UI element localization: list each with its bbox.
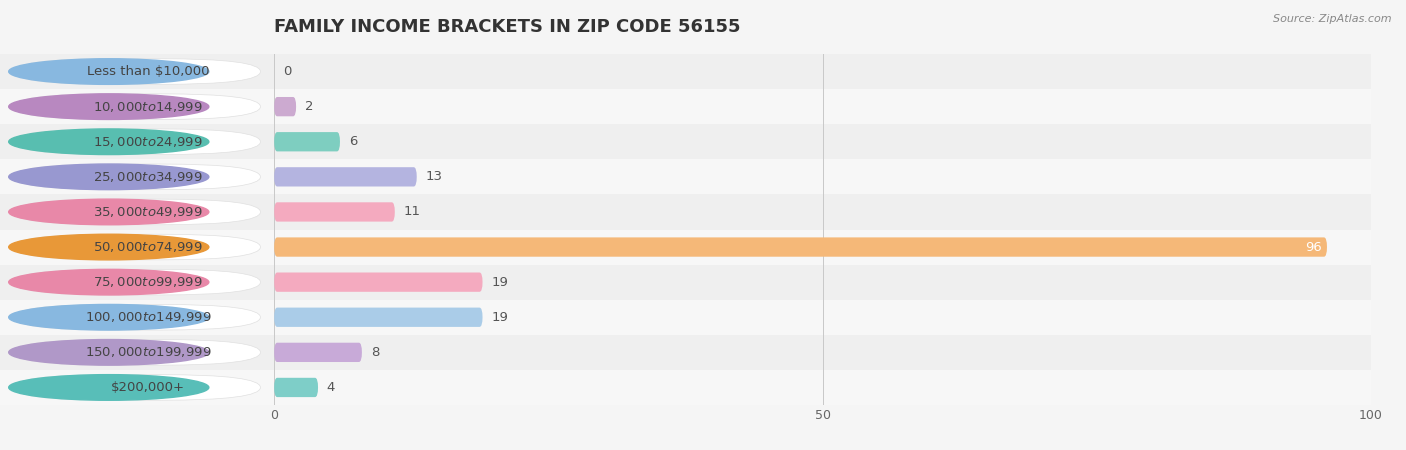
Bar	[274, 335, 1371, 370]
Bar	[0, 54, 274, 89]
Bar	[274, 370, 1371, 405]
FancyBboxPatch shape	[274, 132, 340, 151]
Bar	[274, 265, 1371, 300]
Circle shape	[8, 305, 209, 330]
Circle shape	[8, 129, 209, 154]
FancyBboxPatch shape	[274, 273, 482, 292]
Text: 13: 13	[426, 171, 443, 183]
FancyBboxPatch shape	[274, 202, 395, 221]
Circle shape	[8, 164, 209, 189]
Text: 6: 6	[349, 135, 357, 148]
Bar	[0, 124, 274, 159]
Bar	[274, 194, 1371, 230]
Circle shape	[8, 234, 209, 260]
Bar	[274, 124, 1371, 159]
Text: 19: 19	[491, 311, 508, 324]
FancyBboxPatch shape	[14, 59, 260, 84]
Text: $25,000 to $34,999: $25,000 to $34,999	[93, 170, 202, 184]
FancyBboxPatch shape	[274, 378, 318, 397]
Text: 96: 96	[1305, 241, 1322, 253]
Bar	[0, 89, 274, 124]
Bar	[0, 370, 274, 405]
Text: Source: ZipAtlas.com: Source: ZipAtlas.com	[1274, 14, 1392, 23]
Bar	[274, 230, 1371, 265]
Text: 4: 4	[326, 381, 335, 394]
Bar	[0, 230, 274, 265]
Text: $15,000 to $24,999: $15,000 to $24,999	[93, 135, 202, 149]
FancyBboxPatch shape	[274, 238, 1327, 256]
FancyBboxPatch shape	[274, 343, 361, 362]
Text: 8: 8	[371, 346, 380, 359]
FancyBboxPatch shape	[14, 375, 260, 400]
Text: $50,000 to $74,999: $50,000 to $74,999	[93, 240, 202, 254]
Text: $35,000 to $49,999: $35,000 to $49,999	[93, 205, 202, 219]
FancyBboxPatch shape	[274, 308, 482, 327]
Text: Less than $10,000: Less than $10,000	[87, 65, 209, 78]
Text: FAMILY INCOME BRACKETS IN ZIP CODE 56155: FAMILY INCOME BRACKETS IN ZIP CODE 56155	[274, 18, 741, 36]
Bar	[274, 89, 1371, 124]
Text: $200,000+: $200,000+	[111, 381, 186, 394]
Bar	[0, 265, 274, 300]
FancyBboxPatch shape	[14, 340, 260, 365]
Bar	[0, 300, 274, 335]
FancyBboxPatch shape	[14, 234, 260, 260]
Bar	[0, 194, 274, 230]
Circle shape	[8, 59, 209, 84]
Bar	[0, 159, 274, 194]
Text: $100,000 to $149,999: $100,000 to $149,999	[84, 310, 211, 324]
Text: $10,000 to $14,999: $10,000 to $14,999	[93, 99, 202, 114]
FancyBboxPatch shape	[14, 305, 260, 330]
Text: 2: 2	[305, 100, 314, 113]
FancyBboxPatch shape	[274, 97, 297, 116]
Text: 11: 11	[404, 206, 420, 218]
Circle shape	[8, 375, 209, 400]
Bar	[0, 335, 274, 370]
Circle shape	[8, 270, 209, 295]
Circle shape	[8, 199, 209, 225]
FancyBboxPatch shape	[14, 270, 260, 295]
Bar	[274, 159, 1371, 194]
Circle shape	[8, 340, 209, 365]
Text: $75,000 to $99,999: $75,000 to $99,999	[93, 275, 202, 289]
Bar	[274, 54, 1371, 89]
FancyBboxPatch shape	[14, 164, 260, 189]
Text: 19: 19	[491, 276, 508, 288]
Text: 0: 0	[283, 65, 291, 78]
Text: $150,000 to $199,999: $150,000 to $199,999	[84, 345, 211, 360]
FancyBboxPatch shape	[14, 199, 260, 225]
FancyBboxPatch shape	[14, 129, 260, 154]
Bar	[274, 300, 1371, 335]
FancyBboxPatch shape	[14, 94, 260, 119]
Circle shape	[8, 94, 209, 119]
FancyBboxPatch shape	[274, 167, 416, 186]
